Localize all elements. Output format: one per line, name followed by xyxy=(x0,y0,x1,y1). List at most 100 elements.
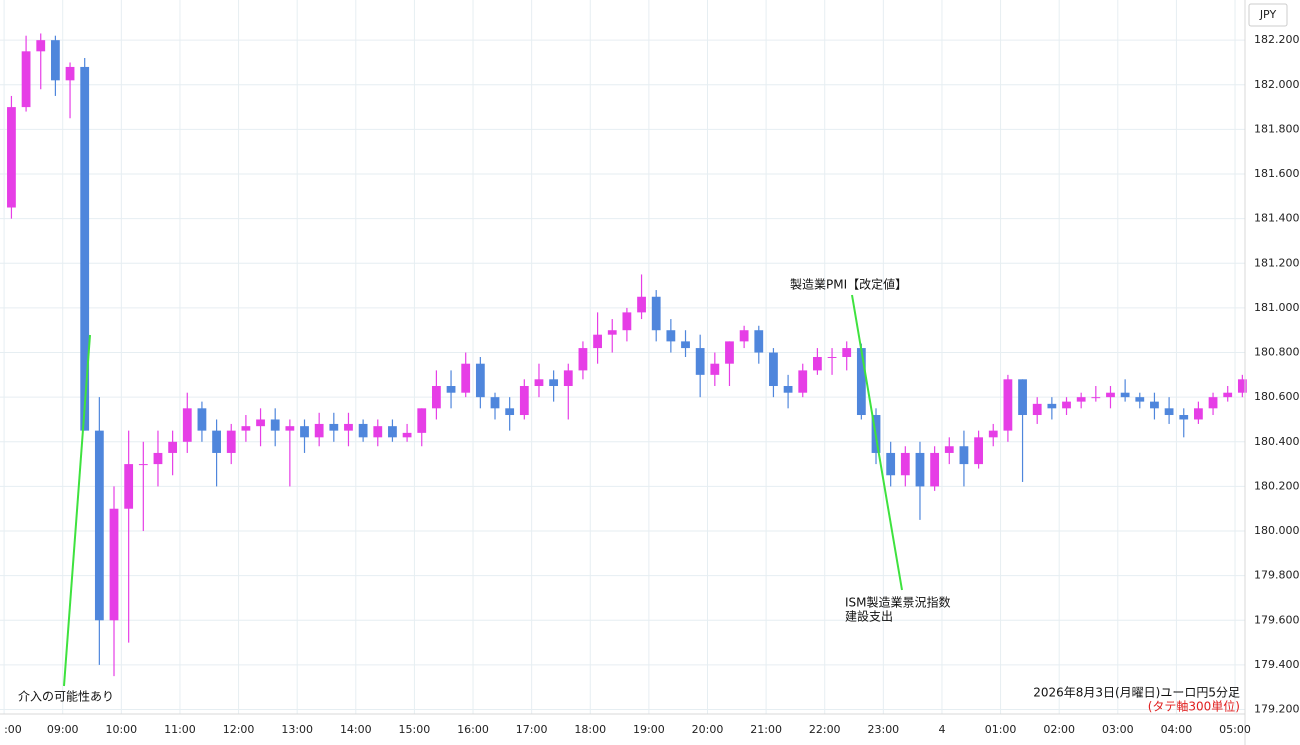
candle-body xyxy=(1150,401,1159,409)
candle-body xyxy=(974,437,983,465)
candle-body xyxy=(388,426,397,438)
candle-body xyxy=(1062,401,1071,409)
y-tick-label: 182.000 xyxy=(1254,78,1300,91)
x-tick-label: 10:00 xyxy=(105,723,137,736)
caption-note: (タテ軸300単位) xyxy=(1148,699,1240,714)
candle-body xyxy=(842,348,852,357)
candle-body xyxy=(402,432,412,438)
candle-body xyxy=(900,452,910,476)
candle-body xyxy=(1047,403,1057,409)
y-tick-label: 180.600 xyxy=(1254,390,1300,403)
candle-body xyxy=(519,386,529,416)
candle-body xyxy=(475,363,485,398)
candle-body xyxy=(681,341,690,349)
candle-body xyxy=(461,363,471,393)
annotation: 製造業PMI【改定値】 xyxy=(790,277,907,292)
candle-body xyxy=(344,423,353,431)
candle-body xyxy=(431,386,441,409)
candle-body xyxy=(813,357,822,371)
candle-body xyxy=(505,408,515,416)
candle-body xyxy=(36,40,46,52)
candle-body xyxy=(593,334,602,349)
candle-body xyxy=(94,430,104,621)
y-tick-label: 181.800 xyxy=(1254,122,1300,135)
candle-body xyxy=(637,296,646,313)
candle-body xyxy=(769,352,778,387)
x-tick-label: 19:00 xyxy=(633,723,665,736)
x-tick-label: 22:00 xyxy=(809,723,841,736)
candle-body xyxy=(944,446,954,453)
candle-body xyxy=(153,452,163,465)
candle-body xyxy=(314,423,324,438)
candle-body xyxy=(1018,379,1027,416)
candle-body xyxy=(138,464,148,466)
currency-box xyxy=(1248,3,1288,27)
candle-body xyxy=(959,446,969,465)
candle-body xyxy=(754,330,764,353)
candle-body xyxy=(1091,397,1101,399)
candle-body xyxy=(695,348,705,375)
candle-body xyxy=(739,330,749,342)
candle-body xyxy=(270,419,280,431)
candle-body xyxy=(329,423,339,431)
y-tick-label: 182.200 xyxy=(1254,33,1300,46)
x-tick-label: 02:00 xyxy=(1043,723,1075,736)
annotation: 建設支出 xyxy=(845,609,893,624)
candle-body xyxy=(446,386,456,393)
y-tick-label: 179.200 xyxy=(1254,703,1300,716)
candle-body xyxy=(710,363,720,375)
x-tick-label: 23:00 xyxy=(867,723,899,736)
candle-body xyxy=(827,357,837,358)
annotation-line xyxy=(63,334,91,687)
candle-body xyxy=(168,441,178,453)
candle-body xyxy=(109,508,119,621)
y-tick-label: 179.800 xyxy=(1254,569,1300,582)
candle-body xyxy=(798,370,808,393)
x-tick-label: 14:00 xyxy=(340,723,372,736)
y-tick-label: 179.400 xyxy=(1254,658,1300,671)
y-tick-label: 180.800 xyxy=(1254,346,1300,359)
y-tick-label: 181.200 xyxy=(1254,256,1300,269)
y-tick-label: 181.000 xyxy=(1254,301,1300,314)
x-tick-label: :00 xyxy=(4,723,22,736)
y-tick-label: 179.600 xyxy=(1254,613,1300,626)
candle-body xyxy=(285,426,295,431)
x-tick-label: 09:00 xyxy=(47,723,79,736)
candle-body xyxy=(417,408,427,433)
y-tick-label: 181.600 xyxy=(1254,167,1300,180)
candle-body xyxy=(563,370,573,387)
x-tick-label: 01:00 xyxy=(985,723,1017,736)
candle-body xyxy=(622,312,632,331)
candle-body xyxy=(358,423,368,438)
candle-body xyxy=(182,408,192,442)
candle-body xyxy=(1003,379,1013,431)
candle-body xyxy=(725,341,734,364)
candle-body xyxy=(1135,397,1145,402)
caption: 2026年8月3日(月曜日)ユーロ円5分足 xyxy=(1033,686,1240,700)
candle-body xyxy=(1237,379,1247,393)
candle-body xyxy=(915,452,925,487)
x-tick-label: 04:00 xyxy=(1161,723,1193,736)
candle-body xyxy=(1194,408,1203,420)
y-tick-label: 180.400 xyxy=(1254,435,1300,448)
x-tick-label: 17:00 xyxy=(516,723,548,736)
candle-body xyxy=(1120,392,1130,398)
x-tick-label: 05:00 xyxy=(1219,723,1251,736)
candle-body xyxy=(7,107,16,208)
annotation: 介入の可能性あり xyxy=(18,690,114,704)
candle-body xyxy=(1106,392,1115,398)
candle-body xyxy=(80,66,90,431)
candle-body xyxy=(490,397,500,409)
y-tick-label: 180.200 xyxy=(1254,479,1300,492)
candle-body xyxy=(256,419,265,427)
x-tick-label: 4 xyxy=(938,723,945,736)
y-tick-label: 181.400 xyxy=(1254,212,1300,225)
candle-body xyxy=(1208,397,1218,409)
candle-body xyxy=(50,40,60,81)
candle-body xyxy=(886,452,896,476)
candle-body xyxy=(124,464,134,509)
x-tick-label: 15:00 xyxy=(399,723,431,736)
x-tick-label: 12:00 xyxy=(223,723,255,736)
candle-body xyxy=(212,430,221,453)
